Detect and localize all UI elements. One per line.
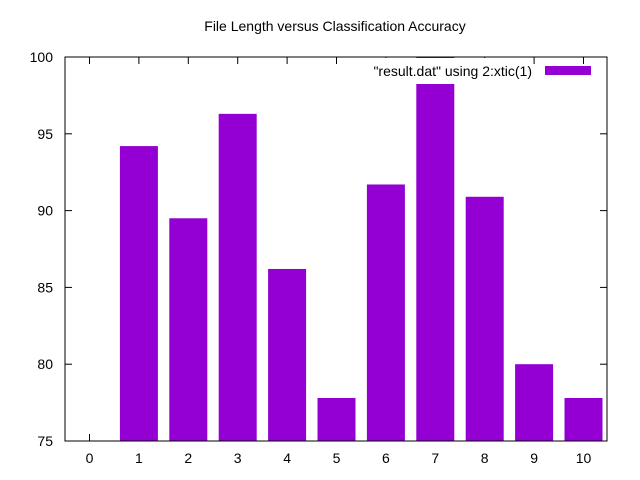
x-tick-label: 2 [184, 450, 192, 466]
y-tick-label: 80 [37, 356, 53, 372]
x-tick-label: 4 [283, 450, 291, 466]
bar-2 [169, 218, 208, 441]
x-tick-label: 5 [333, 450, 341, 466]
bar-1 [119, 146, 158, 441]
x-tick-label: 1 [135, 450, 143, 466]
chart-title: File Length versus Classification Accura… [204, 18, 465, 34]
x-tick-label: 8 [481, 450, 489, 466]
plot-area-border [64, 56, 608, 442]
bar-8 [465, 196, 504, 441]
legend-label: "result.dat" using 2:xtic(1) [373, 63, 532, 79]
x-tick-label: 6 [382, 450, 390, 466]
legend-swatch [545, 66, 591, 75]
x-tick-label: 10 [576, 450, 592, 466]
x-tick-label: 7 [431, 450, 439, 466]
y-tick-label: 90 [37, 203, 53, 219]
bar-10 [564, 397, 603, 441]
bar-7 [416, 57, 455, 441]
legend-background [350, 58, 532, 84]
bar-6 [366, 184, 405, 441]
y-axis: 75 80 85 90 95 100 [30, 49, 607, 449]
bar-9 [515, 364, 554, 441]
bar-3 [218, 113, 257, 441]
y-tick-label: 75 [37, 433, 53, 449]
y-tick-label: 100 [30, 49, 54, 65]
x-tick-label: 0 [86, 450, 94, 466]
x-tick-label: 9 [530, 450, 538, 466]
x-tick-label: 3 [234, 450, 242, 466]
bar-series [119, 57, 603, 441]
y-tick-label: 85 [37, 279, 53, 295]
bar-5 [317, 397, 356, 441]
legend: "result.dat" using 2:xtic(1) [350, 58, 591, 84]
y-tick-label: 95 [37, 126, 53, 142]
bar-4 [268, 268, 307, 441]
